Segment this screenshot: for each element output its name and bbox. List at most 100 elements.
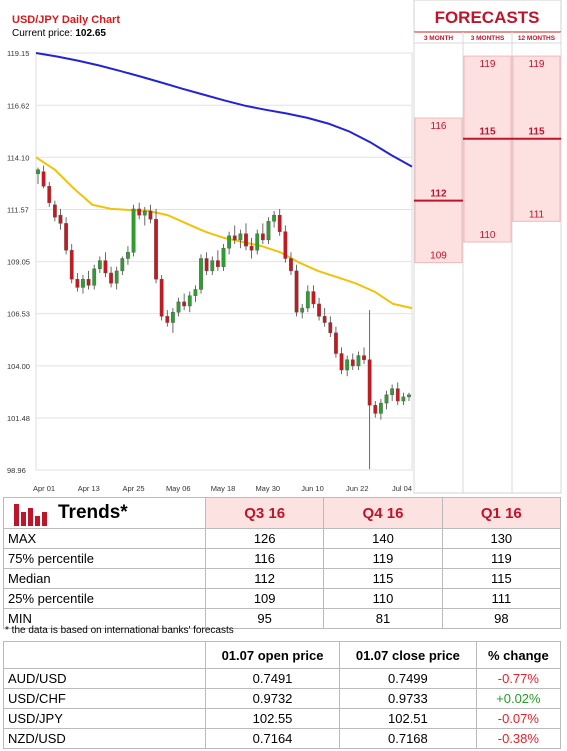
current-price: Current price: 102.65 <box>12 28 106 39</box>
candle-body <box>328 322 333 334</box>
trends-col-q3: Q3 16 <box>204 497 325 529</box>
y-tick-label: 104.00 <box>7 362 30 371</box>
candle-body <box>176 301 181 313</box>
cell: 130 <box>441 528 562 549</box>
cell: 81 <box>323 608 443 629</box>
forecast-range-band <box>414 117 463 264</box>
candle-body <box>401 396 406 402</box>
trends-header-row: Trends* Q3 16 Q4 16 Q1 16 <box>3 497 562 529</box>
forecast-median-label: 115 <box>479 127 496 138</box>
trends-col-q4: Q4 16 <box>323 497 443 529</box>
trends-row-p75: 75% percentile 116 119 119 <box>3 548 562 569</box>
x-tick-label: Apr 25 <box>122 484 144 493</box>
candle-body <box>390 388 395 396</box>
candle-body <box>131 208 136 253</box>
trends-title: Trends* <box>58 502 128 524</box>
y-tick-label: 98.96 <box>7 466 26 475</box>
candle-body <box>171 312 175 323</box>
candle-body <box>193 289 198 296</box>
close-price: 102.51 <box>339 708 477 729</box>
row-label: 25% percentile <box>3 588 206 609</box>
candle-body <box>367 359 372 406</box>
y-tick-label: 106.53 <box>7 310 30 319</box>
candle-body <box>350 359 355 367</box>
y-tick-label: 116.62 <box>7 101 29 110</box>
forecast-median-label: 115 <box>528 127 545 138</box>
candle-body <box>86 278 91 286</box>
candle-body <box>395 388 400 402</box>
candle-body <box>266 221 271 241</box>
cell: 115 <box>323 568 443 589</box>
y-tick-label: 111.57 <box>7 206 29 215</box>
x-tick-label: May 30 <box>255 484 280 493</box>
forecast-median-label: 112 <box>430 189 447 200</box>
cell: 115 <box>441 568 562 589</box>
candle-body <box>142 210 147 216</box>
row-label: Median <box>3 568 206 589</box>
x-tick-label: May 06 <box>166 484 191 493</box>
forecast-range-band <box>463 55 512 243</box>
open-price: 102.55 <box>204 708 341 729</box>
row-label: 75% percentile <box>3 548 206 569</box>
pair-label: AUD/USD <box>3 668 206 689</box>
pct-change: +0.02% <box>475 688 562 709</box>
candle-body <box>283 231 288 259</box>
candle-body <box>64 223 68 251</box>
x-tick-label: Jun 10 <box>301 484 324 493</box>
cell: 119 <box>441 548 562 569</box>
pair-label: NZD/USD <box>3 728 206 749</box>
candle-body <box>159 278 164 317</box>
candle-body <box>58 214 63 224</box>
changes-row-usdjpy: USD/JPY 102.55 102.51 -0.07% <box>3 708 562 729</box>
price-changes-table: 01.07 open price 01.07 close price % cha… <box>3 641 562 749</box>
candle-body <box>137 208 142 216</box>
candle-body <box>300 307 305 313</box>
pair-label: USD/CHF <box>3 688 206 709</box>
close-price: 0.7499 <box>339 668 477 689</box>
cell: 140 <box>323 528 443 549</box>
changes-row-usdchf: USD/CHF 0.9732 0.9733 +0.02% <box>3 688 562 709</box>
candle-body <box>41 171 46 187</box>
candle-body <box>249 245 254 251</box>
ma-short-series <box>35 156 413 310</box>
candle-body <box>373 404 378 414</box>
candle-body <box>334 332 338 354</box>
candle-body <box>356 355 361 367</box>
cell: 98 <box>441 608 562 629</box>
pair-label: USD/JPY <box>3 708 206 729</box>
candle-body <box>199 258 203 290</box>
trends-row-min: MIN 95 81 98 <box>3 608 562 629</box>
x-tick-label: Apr 01 <box>33 484 55 493</box>
candle-body <box>120 258 125 272</box>
forecast-low-label: 110 <box>480 230 496 241</box>
forecast-col-label: 3 MONTHS <box>471 35 505 42</box>
y-tick-label: 114.10 <box>7 153 29 162</box>
candle-body <box>339 353 344 371</box>
candle-body <box>148 210 153 220</box>
cell: 110 <box>323 588 443 609</box>
forecast-high-label: 119 <box>529 59 545 70</box>
changes-header-row: 01.07 open price 01.07 close price % cha… <box>3 641 562 669</box>
footnote: * the data is based on international ban… <box>5 625 234 636</box>
candle-body <box>384 394 389 404</box>
bar-chart-icon <box>14 504 47 526</box>
candle-body <box>103 260 108 274</box>
cell: 116 <box>204 548 325 569</box>
candle-body <box>210 260 215 272</box>
candle-body <box>154 219 158 280</box>
trends-row-p25: 25% percentile 109 110 111 <box>3 588 562 609</box>
y-tick-label: 119.15 <box>7 49 29 58</box>
pct-change: -0.07% <box>475 708 562 729</box>
trends-title-cell: Trends* <box>3 497 206 529</box>
candle-body <box>92 268 97 286</box>
cell: 95 <box>204 608 325 629</box>
candle-body <box>305 291 310 309</box>
candle-body <box>126 252 130 259</box>
changes-col-close: 01.07 close price <box>339 641 477 669</box>
candle-body <box>260 233 265 241</box>
candle-body <box>204 258 209 272</box>
trends-table: Trends* Q3 16 Q4 16 Q1 16 MAX 126 140 130 7… <box>3 497 562 629</box>
forecast-high-label: 119 <box>480 59 496 70</box>
row-label: MAX <box>3 528 206 549</box>
candle-body <box>215 260 220 267</box>
